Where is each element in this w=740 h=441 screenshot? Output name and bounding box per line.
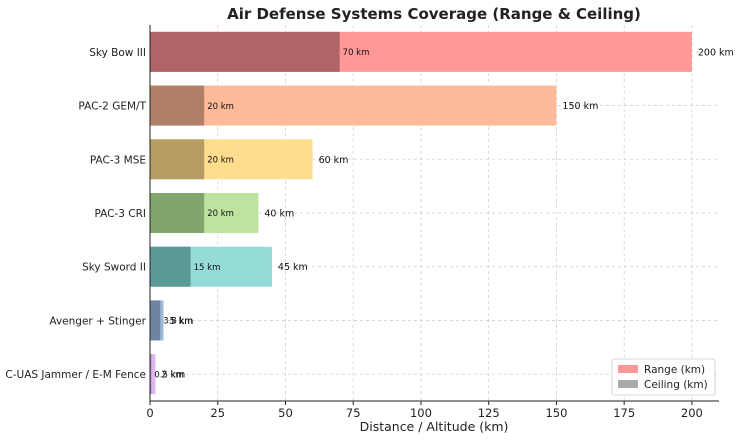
range-data-label: 45 km bbox=[278, 262, 308, 273]
ceiling-data-label: 20 km bbox=[207, 155, 234, 165]
y-tick-label: C-UAS Jammer / E-M Fence bbox=[5, 369, 146, 381]
range-bar bbox=[150, 85, 557, 126]
x-tick-label: 50 bbox=[278, 406, 293, 420]
bars-layer: 200 km 70 km 150 km 20 km 60 km 20 km 40 km 20 … bbox=[150, 31, 734, 395]
range-bar bbox=[150, 354, 156, 395]
ceiling-bar bbox=[150, 300, 161, 341]
axes-layer: Sky Bow III PAC-2 GEM/T PAC-3 MSE PAC-3 CRI… bbox=[5, 25, 719, 420]
x-tick-label: 75 bbox=[346, 406, 361, 420]
ceiling-data-label: 20 km bbox=[207, 209, 234, 219]
range-data-label: 60 km bbox=[319, 155, 349, 166]
ceiling-data-label: 15 km bbox=[194, 263, 221, 273]
legend-label: Ceiling (km) bbox=[644, 379, 708, 391]
x-axis-label: Distance / Altitude (km) bbox=[360, 419, 509, 434]
ceiling-bar bbox=[150, 31, 340, 72]
ceiling-bar bbox=[150, 193, 205, 233]
y-tick-label: PAC-3 CRI bbox=[94, 208, 146, 220]
ceiling-data-label: 0.5 km bbox=[154, 370, 183, 380]
x-tick-label: 125 bbox=[478, 406, 500, 420]
y-tick-label: PAC-3 MSE bbox=[90, 154, 146, 166]
ceiling-bar bbox=[150, 354, 152, 395]
ceiling-data-label: 3.8 km bbox=[163, 317, 192, 327]
legend-swatch bbox=[618, 380, 638, 388]
legend: Range (km) Ceiling (km) bbox=[611, 358, 716, 396]
x-tick-label: 150 bbox=[545, 406, 567, 420]
x-tick-label: 200 bbox=[681, 406, 703, 420]
x-tick-label: 0 bbox=[146, 406, 153, 420]
ceiling-bar bbox=[150, 85, 205, 126]
ceiling-bar bbox=[150, 246, 191, 287]
chart-title: Air Defense Systems Coverage (Range & Ce… bbox=[227, 5, 641, 23]
y-tick-label: Sky Sword II bbox=[82, 262, 146, 274]
range-data-label: 5 km bbox=[170, 316, 194, 327]
y-tick-label: PAC-2 GEM/T bbox=[78, 101, 146, 113]
x-tick-label: 25 bbox=[210, 406, 225, 420]
ceiling-data-label: 70 km bbox=[343, 48, 370, 58]
y-tick-label: Avenger + Stinger bbox=[49, 315, 146, 327]
legend-label: Range (km) bbox=[644, 364, 705, 376]
legend-swatch bbox=[618, 365, 638, 373]
x-tick-label: 175 bbox=[613, 406, 635, 420]
ceiling-data-label: 20 km bbox=[207, 102, 234, 112]
ceiling-bar bbox=[150, 139, 205, 180]
range-data-label: 2 km bbox=[161, 370, 185, 381]
range-data-label: 200 km bbox=[698, 47, 734, 58]
range-data-label: 150 km bbox=[562, 101, 598, 112]
range-data-label: 40 km bbox=[264, 209, 294, 220]
y-tick-label: Sky Bow III bbox=[89, 47, 146, 59]
x-tick-label: 100 bbox=[410, 406, 432, 420]
